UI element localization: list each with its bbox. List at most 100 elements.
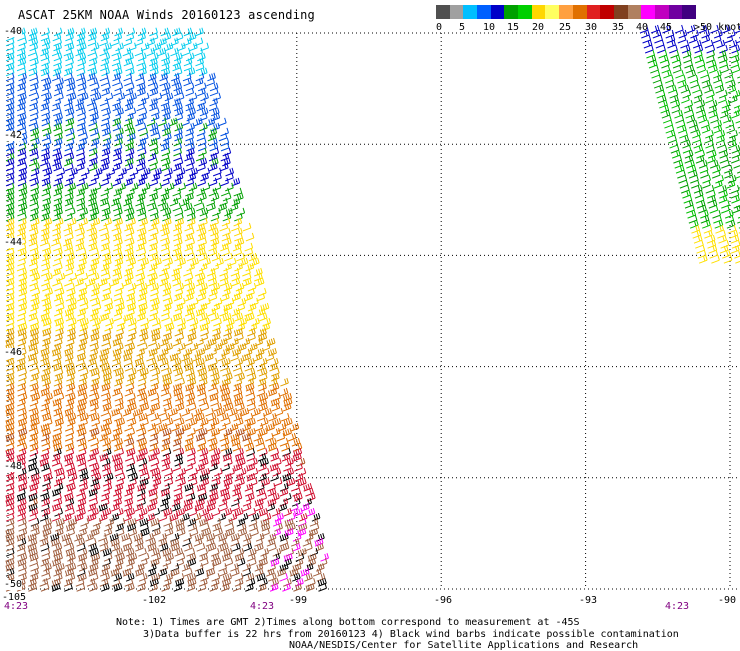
wind-barb (103, 368, 111, 376)
wind-barb (64, 213, 72, 221)
wind-barb (101, 118, 109, 126)
wind-barb (69, 518, 77, 526)
wind-barb (231, 433, 239, 441)
wind-barb (126, 308, 134, 316)
wind-barb (42, 373, 50, 381)
wind-barb (225, 323, 233, 331)
wind-barb (41, 403, 49, 411)
wind-barb (135, 353, 143, 361)
wind-barb (54, 408, 62, 416)
wind-barb (30, 248, 38, 256)
wind-barb (30, 413, 38, 421)
wind-barb (164, 573, 172, 581)
wind-barb (29, 313, 37, 321)
wind-barb (56, 298, 64, 306)
wind-barb (257, 293, 265, 301)
wind-barb (258, 383, 266, 391)
wind-barb (78, 128, 86, 136)
wind-barb (256, 438, 264, 446)
wind-barb (29, 503, 37, 511)
wind-barb (685, 200, 693, 208)
wind-barb (260, 548, 268, 556)
wind-barb (152, 173, 160, 181)
wind-barb (30, 303, 38, 311)
legend-tick-label: 0 (436, 22, 442, 33)
wind-barb (175, 303, 183, 311)
wind-barb (187, 493, 195, 501)
wind-barb (102, 88, 110, 96)
wind-barb (52, 348, 60, 356)
wind-barb (173, 233, 181, 241)
wind-barb (78, 78, 86, 86)
wind-barb (90, 403, 98, 411)
wind-barb (88, 408, 96, 416)
wind-barb (53, 258, 61, 266)
wind-barb (162, 213, 170, 221)
wind-barb (186, 178, 194, 186)
wind-barb (171, 543, 179, 551)
wind-barb (233, 383, 241, 391)
wind-barb (127, 333, 135, 341)
wind-barb (30, 278, 38, 286)
wind-barb (123, 568, 131, 576)
wind-barb (232, 178, 240, 186)
wind-barb (688, 70, 696, 78)
wind-barb (708, 105, 716, 113)
wind-barb (126, 293, 134, 301)
wind-barb (705, 135, 713, 143)
wind-barb (224, 333, 232, 341)
wind-barb (256, 483, 264, 491)
legend-tick-label: 10 (483, 22, 495, 33)
wind-barb (194, 118, 202, 126)
wind-barb (161, 103, 169, 111)
wind-barb (127, 28, 135, 36)
wind-barb (272, 428, 280, 436)
wind-barb (64, 243, 72, 251)
wind-barb (31, 418, 39, 426)
wind-barb (210, 393, 218, 401)
wind-barb (140, 478, 148, 486)
wind-barb (111, 503, 119, 511)
wind-barb (199, 453, 207, 461)
legend-color-swatch (532, 5, 546, 19)
wind-barb (223, 263, 231, 271)
wind-barb (126, 583, 134, 591)
wind-barb (124, 118, 132, 126)
wind-barb (150, 253, 158, 261)
wind-barb (65, 103, 73, 111)
wind-barb (149, 313, 157, 321)
wind-barb (174, 253, 182, 261)
wind-barb (151, 128, 159, 136)
wind-barb (293, 583, 301, 591)
wind-barb (137, 158, 145, 166)
wind-barb (17, 48, 25, 56)
legend-tick-label: 45 (660, 22, 672, 33)
wind-barb (269, 388, 277, 396)
wind-barb (89, 58, 97, 66)
wind-barb (219, 133, 227, 141)
wind-barb (164, 378, 172, 386)
wind-barb (100, 198, 108, 206)
wind-barb (196, 433, 204, 441)
wind-barb (175, 328, 183, 336)
wind-barb (54, 163, 62, 171)
wind-barb (105, 303, 113, 311)
wind-barb (89, 243, 97, 251)
wind-barb (100, 63, 108, 71)
legend-color-swatch (518, 5, 532, 19)
wind-barb (53, 358, 61, 366)
lat-label: -42 (4, 131, 22, 141)
wind-barb (231, 268, 239, 276)
wind-barb (130, 473, 138, 481)
legend-color-swatch (491, 5, 505, 19)
wind-barb (152, 468, 160, 476)
wind-barb (110, 533, 118, 541)
wind-barb (30, 573, 38, 581)
wind-barb (150, 148, 158, 156)
wind-barb (246, 288, 254, 296)
wind-barb (170, 198, 178, 206)
wind-barb (185, 463, 193, 471)
wind-barb (291, 538, 299, 546)
wind-barb (235, 418, 243, 426)
wind-barb (52, 103, 60, 111)
